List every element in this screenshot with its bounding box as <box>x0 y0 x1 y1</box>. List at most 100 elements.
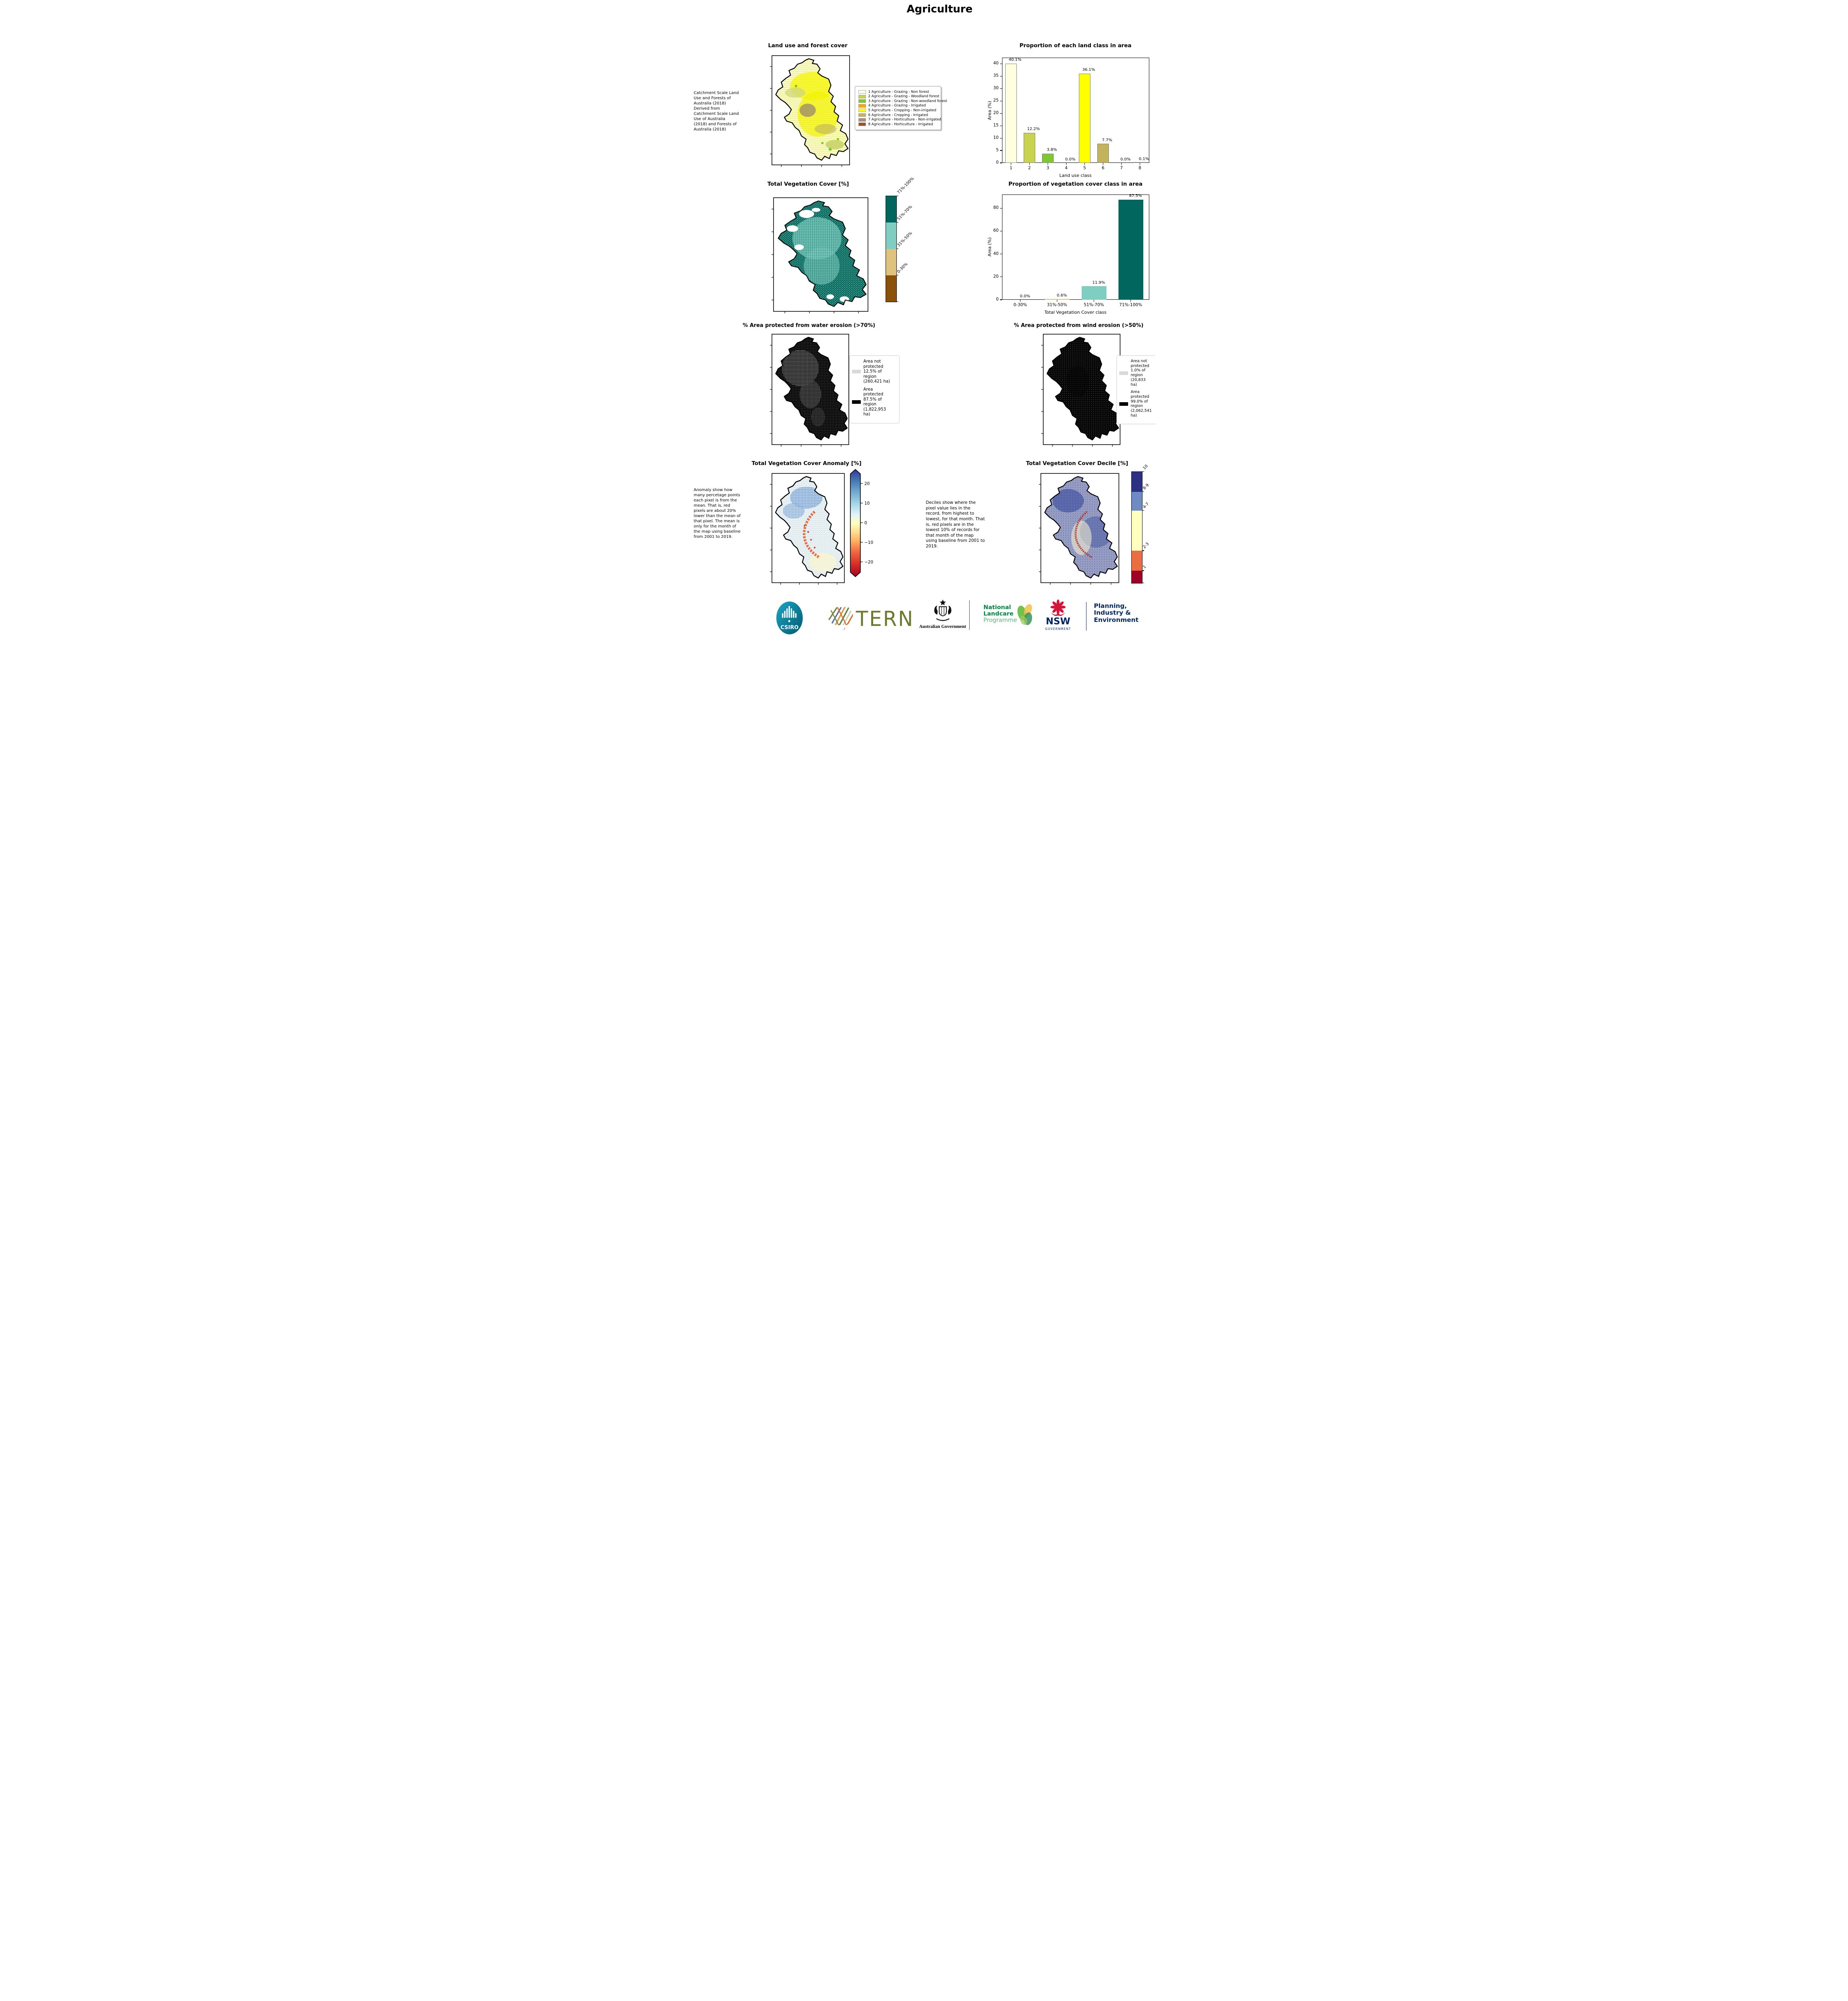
legend-swatch <box>858 99 866 103</box>
landcare-leaf-icon <box>1017 604 1032 625</box>
colorbar-segment <box>886 249 896 275</box>
map5-svg <box>770 473 845 585</box>
colorbar-segment <box>1131 511 1142 551</box>
colorbar-segment <box>1131 492 1142 511</box>
plot-frame <box>1002 58 1149 163</box>
catchment-outline <box>775 337 848 441</box>
bar <box>1024 132 1035 163</box>
legend-item-label: 7 Agriculture - Horticulture - Non-irrig… <box>868 118 941 122</box>
colorbar-segment <box>1131 472 1142 492</box>
catchment-outline <box>1046 337 1119 441</box>
bar-value-label: 87.5% <box>1129 194 1142 198</box>
catchment-outline <box>775 58 848 161</box>
bar <box>1079 73 1090 163</box>
x-tick-label: 1 <box>1010 166 1012 170</box>
bar-value-label: 7.7% <box>1102 138 1112 142</box>
colorbar-tick-label: 8-9 <box>1142 483 1150 491</box>
legend-swatch <box>858 90 866 94</box>
colorbar-segment <box>1131 551 1142 571</box>
legend-item: 8 Agriculture - Horticulture - Irrigated <box>858 122 938 126</box>
bar-value-label: 40.1% <box>1008 58 1022 62</box>
colorbar-tick-label: 0-30% <box>896 262 909 274</box>
planning-line-3: Environment <box>1094 616 1138 624</box>
anomaly-colorbar: 20 10 0 −10 −20 <box>850 469 886 587</box>
colorbar-tick <box>1142 471 1144 472</box>
report-page: Agriculture Land use and forest cover Ca… <box>693 0 1155 639</box>
bar-value-label: 3.8% <box>1046 148 1057 152</box>
colorbar-segment <box>1131 571 1142 583</box>
bar <box>1134 162 1146 163</box>
catchment-outline <box>778 201 866 307</box>
legend-swatch <box>852 369 861 373</box>
colorbar-tick-label: 31%-50% <box>896 231 913 248</box>
bar-value-label: 36.1% <box>1082 68 1095 72</box>
map3-svg <box>770 334 849 447</box>
veg-class-chart-xlabel: Total Vegetation Cover class <box>1044 310 1106 315</box>
australian-government-crest-icon <box>934 599 951 621</box>
legend-item: 2 Agriculture - Grazing - Woodland fores… <box>858 94 940 99</box>
y-tick-label: 60 <box>993 228 999 233</box>
land-class-chart: 0 5 10 15 20 25 30 35 40 40.1% 1 12.2% 2 3.8% 3 0.0% 4 36… <box>993 58 1149 170</box>
legend-item: 5 Agriculture - Cropping - Non-irrigated <box>858 108 938 112</box>
legend-item-label: 1 Agriculture - Grazing - Non forest <box>868 90 929 94</box>
nsw-government-logo: NSW GOVERNMENT <box>1045 599 1070 631</box>
land-use-map <box>769 54 852 172</box>
csiro-logo: CSIRO <box>776 602 803 634</box>
landcare-wordmark: National Landcare Programme <box>984 604 1017 624</box>
y-tick-label: 40 <box>993 251 999 256</box>
x-tick-label: 6 <box>1102 166 1104 170</box>
y-tick-label: 10 <box>993 135 999 140</box>
catchment-outline <box>1044 476 1118 579</box>
planning-line-1: Planning, <box>1094 602 1127 610</box>
wind-erosion-title: % Area protected from wind erosion (>50%… <box>1014 323 1144 329</box>
nsw-waratah-icon <box>1050 599 1066 616</box>
x-tick-label: 4 <box>1065 166 1068 170</box>
legend-swatch <box>858 118 866 122</box>
colorbar-tick <box>1142 550 1144 551</box>
legend-item: Area protected 87.5% of region (1,822,95… <box>852 387 897 417</box>
map2-svg <box>771 197 868 313</box>
legend-item-label: 2 Agriculture - Grazing - Woodland fores… <box>868 94 940 99</box>
y-tick-label: 20 <box>993 274 999 279</box>
footer-divider-2 <box>1086 602 1087 631</box>
y-tick-label: 0 <box>996 160 999 165</box>
bar <box>1097 144 1109 163</box>
veg-cover-colorbar: 71%-100% 51%-70% 31%-50% 0-30% <box>885 176 930 308</box>
bar <box>1081 286 1106 300</box>
nsw-wordmark: NSW <box>1046 616 1070 627</box>
map4-svg <box>1041 334 1120 447</box>
water-erosion-title: % Area protected from water erosion (>70… <box>742 323 876 329</box>
anomaly-map-title: Total Vegetation Cover Anomaly [%] <box>752 460 862 467</box>
legend-item: 7 Agriculture - Horticulture - Non-irrig… <box>858 118 941 122</box>
colorbar-tick-label: 2-3 <box>1142 542 1150 550</box>
colorbar-tick <box>1142 491 1144 492</box>
anomaly-cb-tick-label: 10 <box>864 501 870 506</box>
bar-value-label: 0.0% <box>1065 157 1076 162</box>
y-tick <box>1000 208 1002 209</box>
csiro-soundwave-icon <box>782 606 796 622</box>
colorbar-tick-label: 51%-70% <box>896 205 913 221</box>
x-tick-label: 51%-70% <box>1084 303 1104 307</box>
x-tick <box>1029 163 1030 165</box>
bar <box>1044 299 1070 300</box>
x-tick <box>1121 163 1122 165</box>
legend-swatch <box>852 400 861 404</box>
colorbar-segment <box>886 223 896 249</box>
planning-line-2: Industry & <box>1094 609 1131 617</box>
land-use-source-note: Catchment Scale Land Use and Forests of … <box>694 91 739 132</box>
veg-class-chart: 0 20 40 60 80 0.0% 0-30% 0.6% 31%-50% 11.9% 51%-70… <box>993 194 1149 307</box>
australian-government-label: Australian Government <box>919 624 966 629</box>
legend-item-label: 6 Agriculture - Cropping - Irrigated <box>868 113 928 117</box>
colorbar-tick <box>1142 570 1144 571</box>
bar-value-label: 0.0% <box>1020 294 1030 299</box>
legend-item: 4 Agriculture - Grazing - Irrigated <box>858 104 938 108</box>
bar-value-label: 0.1% <box>1138 156 1149 161</box>
land-use-map-title: Land use and forest cover <box>768 42 848 49</box>
colorbar-tick <box>896 222 898 223</box>
legend-item-label: Area protected 87.5% of region (1,822,95… <box>863 387 886 417</box>
legend-item-label: Area not protected 1.0% of region (20,83… <box>1130 359 1149 387</box>
decile-map-title: Total Vegetation Cover Decile [%] <box>1026 460 1128 467</box>
x-tick-label: 3 <box>1046 166 1049 170</box>
legend-item-label: 4 Agriculture - Grazing - Irrigated <box>868 104 926 108</box>
y-tick-label: 30 <box>993 86 999 91</box>
